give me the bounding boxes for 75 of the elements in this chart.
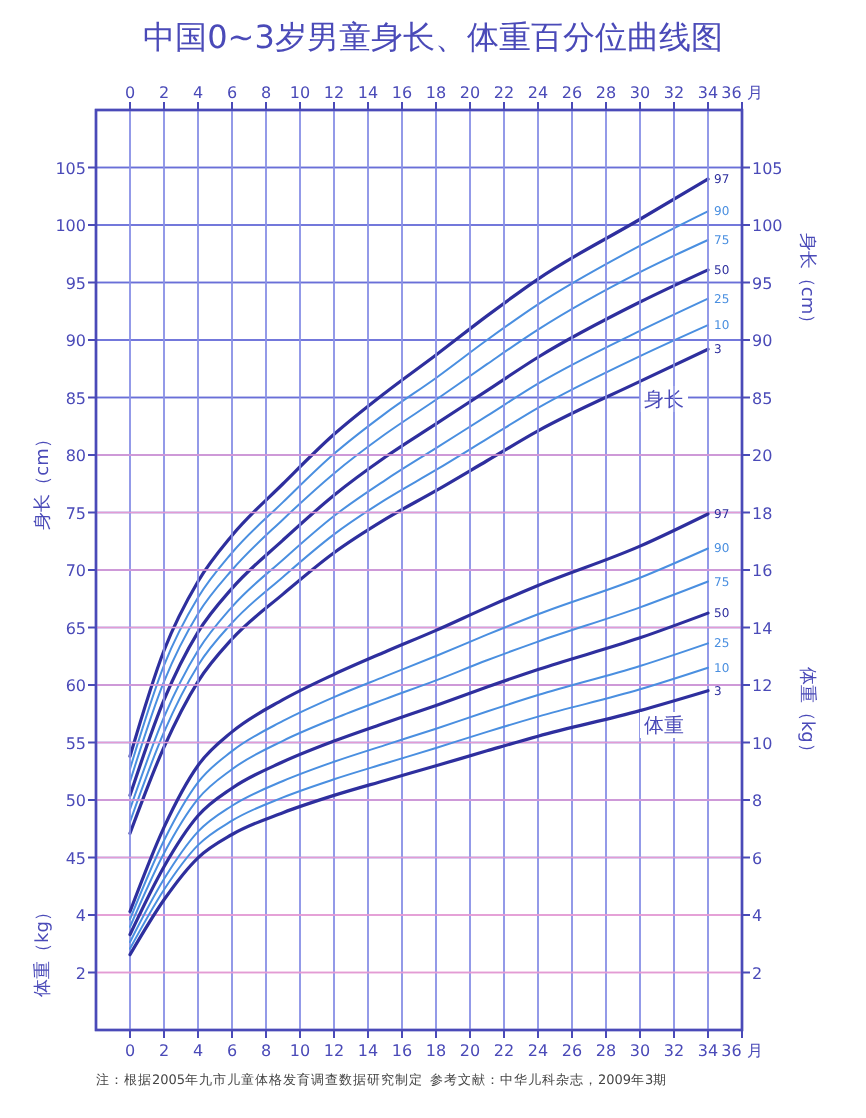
x-tick-label: 12: [323, 1042, 345, 1060]
y-axis-title: 体重（kg）: [32, 903, 54, 997]
y-tick-label: 50: [65, 792, 86, 810]
y-tick-label: 105: [55, 159, 86, 178]
y-tick-label: 4: [75, 907, 86, 925]
y2-tick-label: 8: [752, 792, 763, 810]
y2-axis-title: 体重（kg）: [796, 666, 818, 761]
y-tick-label: 100: [55, 217, 86, 235]
x-tick-label: 24: [527, 1042, 549, 1060]
y2-tick-label: 18: [752, 504, 773, 523]
y-tick-label: 55: [65, 734, 86, 753]
x-tick-label: 26: [561, 1042, 583, 1060]
y2-tick-label: 6: [752, 849, 763, 868]
x-tick-label: 8: [260, 1042, 272, 1060]
x2-tick-label: 8: [260, 84, 272, 102]
x2-tick-label: 0: [124, 84, 136, 102]
annotation: 体重: [644, 714, 684, 738]
x2-tick-label: 24: [527, 84, 549, 102]
x-tick-label: 18: [425, 1042, 447, 1060]
x2-tick-label: 2: [158, 84, 170, 102]
x-tick-label: 34: [697, 1042, 719, 1060]
y2-tick-label: 16: [752, 562, 773, 580]
y-tick-label: 45: [65, 849, 86, 868]
y-tick-label: 95: [65, 274, 86, 293]
x2-tick-label: 4: [192, 84, 204, 102]
x2-tick-label: 18: [425, 84, 447, 102]
x-tick-label: 22: [493, 1042, 515, 1060]
x-tick-label: 20: [459, 1042, 481, 1060]
y2-tick-label: 105: [752, 159, 783, 178]
y-axis-title: 身长（cm）: [32, 430, 54, 530]
x2-tick-label: 32: [663, 84, 685, 102]
y-tick-label: 85: [65, 389, 86, 408]
y2-axis-title: 身长（cm）: [796, 232, 818, 333]
y2-tick-label: 10: [752, 734, 773, 753]
x-tick-label: 30: [629, 1042, 651, 1060]
x-tick-label: 32: [663, 1042, 685, 1060]
x-tick-label: 6: [226, 1042, 238, 1060]
x-tick-label: 4: [192, 1042, 204, 1060]
y-tick-label: 60: [65, 677, 86, 695]
x-tick-label: 16: [391, 1042, 413, 1060]
y2-tick-label: 4: [752, 907, 763, 925]
y2-tick-label: 90: [752, 332, 773, 350]
x2-tick-label: 10: [289, 84, 311, 102]
x-tick-label: 14: [357, 1042, 379, 1060]
x2-tick-label: 30: [629, 84, 651, 102]
y2-tick-label: 14: [752, 619, 773, 638]
x2-tick-label: 12: [323, 84, 345, 102]
y-tick-label: 90: [65, 332, 86, 350]
x-tick-label: 0: [124, 1042, 136, 1060]
y-tick-label: 70: [65, 562, 86, 580]
y-tick-label: 2: [75, 964, 86, 983]
x2-tick-label: 16: [391, 84, 413, 102]
y-tick-label: 80: [65, 447, 86, 465]
x-tick-label: 10: [289, 1042, 311, 1060]
x-tick-label: 2: [158, 1042, 170, 1060]
x2-tick-label: 34: [697, 84, 719, 102]
x2-tick-label: 26: [561, 84, 583, 102]
x-tick-label: 36 月: [721, 1042, 763, 1060]
x-tick-label: 28: [595, 1042, 617, 1060]
y2-tick-label: 100: [752, 217, 783, 235]
y2-tick-label: 12: [752, 677, 773, 695]
y-tick-label: 65: [65, 619, 86, 638]
y2-tick-label: 85: [752, 389, 773, 408]
x2-tick-label: 22: [493, 84, 515, 102]
x2-tick-label: 20: [459, 84, 481, 102]
x2-tick-label: 36 月: [721, 84, 763, 102]
y-tick-label: 75: [65, 504, 86, 523]
x2-tick-label: 6: [226, 84, 238, 102]
annotation: 身长: [644, 388, 684, 412]
y2-tick-label: 95: [752, 274, 773, 293]
x2-tick-label: 28: [595, 84, 617, 102]
x2-tick-label: 14: [357, 84, 379, 102]
y2-tick-label: 20: [752, 447, 773, 465]
chart-title: 中国0~3岁男童身长、体重百分位曲线图: [143, 18, 723, 56]
y2-tick-label: 2: [752, 964, 763, 983]
